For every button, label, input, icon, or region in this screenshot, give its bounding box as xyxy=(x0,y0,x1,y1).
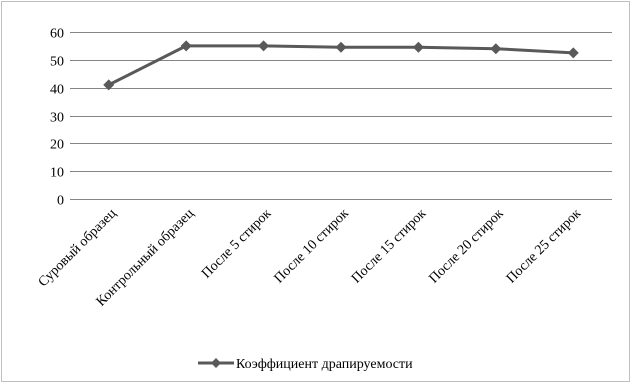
series-markers xyxy=(103,40,579,91)
y-tick-label: 0 xyxy=(57,194,64,209)
y-tick-label: 40 xyxy=(50,83,64,98)
y-tick-label: 30 xyxy=(50,111,64,126)
x-tick-label: Суровый образец xyxy=(36,206,120,290)
data-point xyxy=(567,47,579,59)
legend-label: Коэффициент драпируемости xyxy=(236,357,413,372)
y-tick-label: 50 xyxy=(50,55,64,70)
data-point xyxy=(180,40,192,52)
data-point xyxy=(412,41,424,53)
x-tick-label: После 10 стирок xyxy=(272,206,352,286)
y-tick-label: 10 xyxy=(50,166,64,181)
data-point xyxy=(103,79,115,91)
x-tick-label: После 20 стирок xyxy=(426,206,506,286)
y-axis-tick-labels: 0 10 20 30 40 50 60 xyxy=(50,27,64,209)
x-tick-label: После 5 стирок xyxy=(199,206,274,281)
legend: Коэффициент драпируемости xyxy=(198,357,413,372)
x-tick-label: После 15 стирок xyxy=(349,206,429,286)
legend-marker-swatch xyxy=(211,358,221,368)
data-point xyxy=(258,40,270,52)
x-tick-label: После 25 стирок xyxy=(504,206,584,286)
y-tick-label: 20 xyxy=(50,138,64,153)
y-tick-label: 60 xyxy=(50,27,64,42)
gridlines xyxy=(70,32,612,200)
data-point xyxy=(335,41,347,53)
data-point xyxy=(490,43,502,55)
